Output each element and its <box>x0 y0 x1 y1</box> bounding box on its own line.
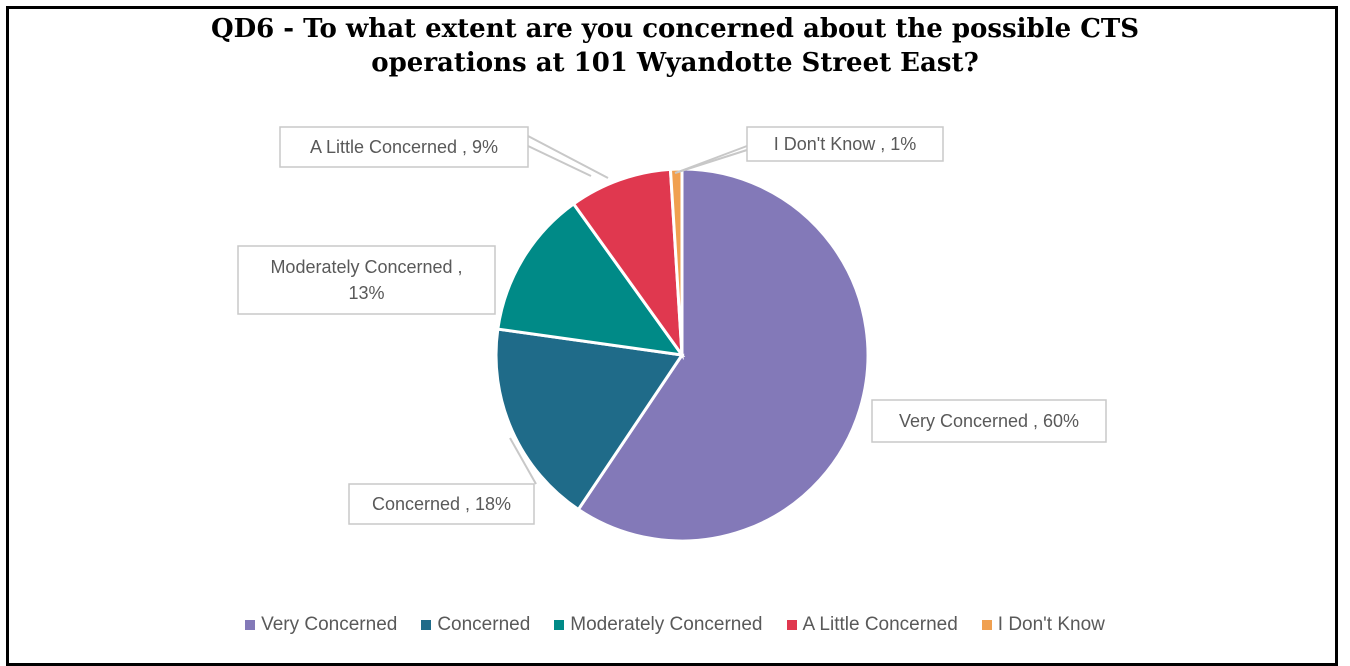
pie-slice-i-don-t-know <box>668 167 684 356</box>
leader-line-a-little-concerned <box>527 135 609 179</box>
legend: Very Concerned Concerned Moderately Concer… <box>0 614 1350 636</box>
legend-item-i-don-t-know: I Don't Know <box>981 614 1105 636</box>
data-label-text: Concerned , 18% <box>372 494 511 514</box>
chart-title-line-2: operations at 101 Wyandotte Street East? <box>371 48 979 78</box>
data-label-text: Moderately Concerned , <box>270 257 462 277</box>
data-label-very-concerned: Very Concerned , 60% <box>871 399 1107 443</box>
data-label-text: A Little Concerned , 9% <box>310 137 498 157</box>
chart-title: QD6 - To what extent are you concerned a… <box>0 12 1350 80</box>
legend-item-moderately-concerned: Moderately Concerned <box>554 614 763 636</box>
data-label-text: I Don't Know , 1% <box>774 134 917 154</box>
pie-slice-moderately-concerned <box>496 201 686 357</box>
data-label-box <box>348 483 535 525</box>
pie-slice-a-little-concerned <box>571 167 684 361</box>
legend-item-very-concerned: Very Concerned <box>245 614 397 636</box>
legend-label: Very Concerned <box>261 614 398 635</box>
legend-swatch <box>554 620 565 630</box>
data-labels: Very Concerned , 60% Concerned , 18% Moder… <box>237 126 1107 525</box>
legend-swatch <box>421 620 432 630</box>
legend-item-concerned: Concerned <box>421 614 530 636</box>
legend-label: I Don't Know <box>997 614 1105 635</box>
legend-label: Moderately Concerned <box>570 614 763 635</box>
data-label-text: 13% <box>348 283 384 303</box>
data-label-box <box>871 399 1107 443</box>
pie-slices <box>494 167 870 543</box>
legend-label: Concerned <box>437 614 531 635</box>
data-label-text: Very Concerned , 60% <box>899 411 1079 431</box>
data-label-box <box>279 126 529 168</box>
leader-line-a-little-concerned <box>527 145 592 177</box>
data-label-a-little-concerned: A Little Concerned , 9% <box>279 126 529 168</box>
data-label-box <box>237 245 496 315</box>
leader-line-concerned <box>509 437 537 485</box>
legend-swatch <box>786 620 797 630</box>
legend-swatch <box>981 620 992 630</box>
legend-item-a-little-concerned: A Little Concerned <box>786 614 958 636</box>
data-label-box <box>746 126 944 162</box>
leader-lines <box>509 135 748 485</box>
data-label-i-don-t-know: I Don't Know , 1% <box>746 126 944 162</box>
leader-line-i-don-t-know <box>674 149 748 174</box>
pie-slice-very-concerned <box>576 167 870 543</box>
data-label-moderately-concerned: Moderately Concerned , 13% <box>237 245 496 315</box>
pie-slice-concerned <box>494 327 685 512</box>
data-label-concerned: Concerned , 18% <box>348 483 535 525</box>
chart-title-line-1: QD6 - To what extent are you concerned a… <box>210 14 1140 44</box>
legend-swatch <box>245 620 256 630</box>
legend-label: A Little Concerned <box>802 614 958 635</box>
